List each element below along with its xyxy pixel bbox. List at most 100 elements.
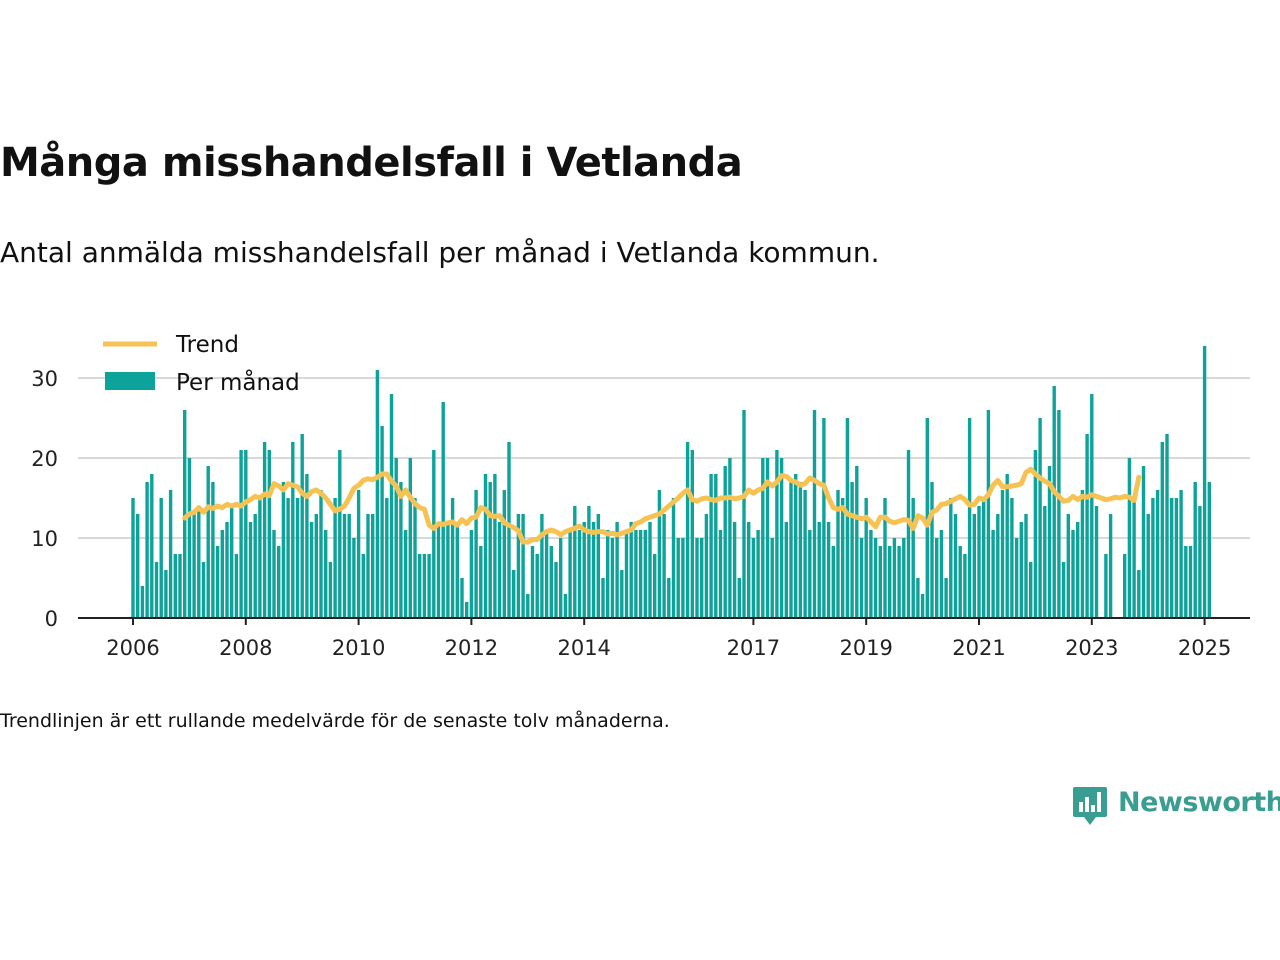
bar [1184,546,1188,618]
bar [450,498,455,618]
bar [690,450,694,618]
x-tick-2025: 2025 [1178,636,1231,660]
bar [982,498,986,618]
bar-chart: 0 10 20 30 2006 2008 2010 2012 2014 2017 2019 2021… [31,332,1250,660]
bar [803,490,807,618]
bar [1123,554,1127,618]
bar [563,594,568,618]
bar [352,538,356,618]
bar [568,530,572,618]
bar [620,570,624,618]
bar [1043,506,1047,618]
bar [267,450,271,618]
bar [667,578,671,618]
bar [432,450,436,618]
x-tick-2017: 2017 [727,636,780,660]
bar [732,522,737,618]
chart-title: Många misshandelsfall i Vetlanda [0,140,743,186]
bar [747,522,751,618]
bar [385,498,389,618]
bar [953,514,958,618]
bar [150,474,154,618]
bar [911,498,915,618]
bar [1137,570,1141,618]
bar [902,538,906,618]
bar [394,458,398,618]
y-tick-0: 0 [45,607,58,631]
bar [888,546,892,618]
bar [1202,346,1207,618]
bar [845,418,850,618]
bar [944,578,948,618]
bar [469,530,474,618]
bar [986,410,991,618]
bar [305,474,309,618]
x-tick-2006: 2006 [106,636,159,660]
bar [1010,498,1014,618]
bar [460,578,464,618]
bar [328,562,333,618]
bar [1151,498,1155,618]
bar [1047,466,1052,618]
bar [573,506,577,618]
bar [239,450,243,618]
bar [262,442,267,618]
bar [1024,514,1028,618]
bar [1061,562,1066,618]
bar [422,554,427,618]
legend-swatch-per-manad [105,372,155,390]
x-tick-2014: 2014 [557,636,610,660]
bar [808,530,812,618]
bar [878,546,882,618]
bar [671,498,676,618]
bar [850,482,854,618]
bar [413,498,417,618]
bar [864,498,868,618]
bar [324,530,328,618]
bar [1038,418,1042,618]
bar [831,546,835,618]
newsworthy-logo[interactable]: Newsworthy [1072,785,1280,829]
bar [319,490,323,618]
x-tick-2023: 2023 [1065,636,1118,660]
bar [455,522,459,618]
bar [1019,522,1023,618]
bar [530,546,535,618]
bar [136,514,140,618]
bar [333,498,337,618]
bar [700,538,704,618]
bar [695,538,699,618]
bar [963,554,967,618]
bar [178,554,182,618]
bar [657,490,662,618]
bar [761,458,765,618]
bar [474,490,478,618]
newsworthy-chart-icon [1073,787,1107,825]
bar [446,522,450,618]
bar [230,506,234,618]
bar [516,514,521,618]
bar [526,594,530,618]
bar [920,594,925,618]
bar [540,514,544,618]
bar [676,538,680,618]
bar [996,514,1000,618]
bar [314,514,318,618]
bar [1207,482,1211,618]
bar [1165,434,1169,618]
bar [638,530,643,618]
bar [244,450,248,618]
bar [248,522,253,618]
bar [1066,514,1070,618]
bar [225,522,229,618]
bar [342,514,347,618]
bar [418,554,422,618]
bar [375,370,380,618]
legend-label-trend: Trend [175,332,239,358]
bar [206,466,210,618]
bar [916,578,920,618]
bar [403,530,408,618]
bar [873,538,878,618]
bar [507,442,511,618]
bar [234,554,239,618]
